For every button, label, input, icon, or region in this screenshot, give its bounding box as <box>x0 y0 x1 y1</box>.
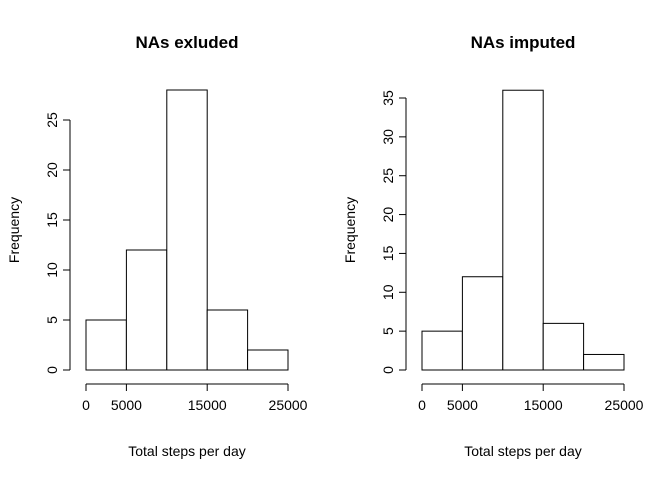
histogram-bar <box>166 89 208 371</box>
histogram-bar <box>421 330 463 371</box>
y-tick-label: 30 <box>380 129 396 145</box>
y-tick-label: 5 <box>380 327 396 335</box>
x-tick-label: 25000 <box>605 397 644 413</box>
y-tick-label: 15 <box>44 212 60 228</box>
y-tick-label: 25 <box>44 112 60 128</box>
y-tick-label: 0 <box>380 366 396 374</box>
histogram-bar <box>542 322 585 371</box>
x-tick-label: 0 <box>418 397 426 413</box>
y-tick-label: 25 <box>380 168 396 184</box>
y-tick-label: 0 <box>44 366 60 374</box>
y-tick-label: 10 <box>380 284 396 300</box>
x-tick-label: 5000 <box>447 397 478 413</box>
histogram-bar <box>583 353 625 371</box>
x-tick-label: 15000 <box>188 397 227 413</box>
y-axis-label: Frequency <box>6 197 22 263</box>
histogram-bar <box>85 319 127 371</box>
y-tick-label: 20 <box>44 162 60 178</box>
histogram-bar <box>461 276 504 371</box>
chart-title: NAs imputed <box>471 33 576 52</box>
x-tick-label: 0 <box>82 397 90 413</box>
histogram-bar <box>206 309 249 371</box>
histogram-panel-nas-imputed: NAs imputed Total steps per day Frequenc… <box>342 33 644 459</box>
y-axis-label: Frequency <box>342 197 358 263</box>
y-tick-label: 15 <box>380 245 396 261</box>
y-tick-label: 20 <box>380 207 396 223</box>
histogram-bar <box>247 349 289 371</box>
histogram-panel-nas-excluded: NAs exluded Total steps per day Frequenc… <box>6 33 308 459</box>
y-tick-label: 5 <box>44 316 60 324</box>
x-tick-label: 5000 <box>111 397 142 413</box>
histogram-bar <box>502 89 544 371</box>
x-tick-label: 15000 <box>524 397 563 413</box>
chart-title: NAs exluded <box>136 33 239 52</box>
y-tick-label: 10 <box>44 262 60 278</box>
x-axis-label: Total steps per day <box>464 443 582 459</box>
y-tick-label: 35 <box>380 90 396 106</box>
histogram-bar <box>125 249 168 371</box>
x-tick-label: 25000 <box>269 397 308 413</box>
x-axis-label: Total steps per day <box>128 443 246 459</box>
